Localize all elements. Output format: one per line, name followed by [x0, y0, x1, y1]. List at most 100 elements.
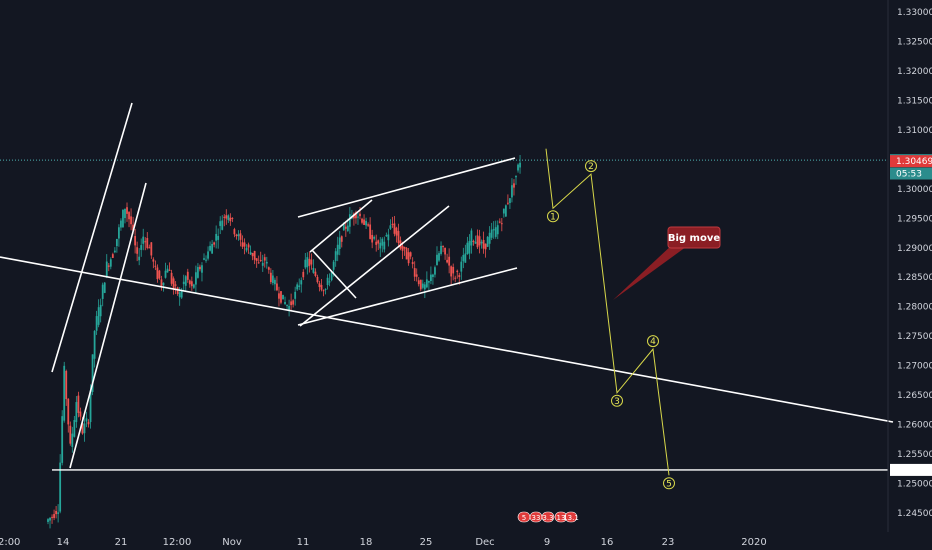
candle-body: [324, 288, 327, 290]
toolbar-badge[interactable]: [541, 511, 555, 523]
time-tick-label: 12:00: [0, 537, 20, 548]
candle-body: [217, 235, 220, 240]
price-tick-label: 1.27500: [897, 332, 932, 342]
candle-body: [411, 262, 414, 265]
candle-body: [361, 218, 363, 223]
candle-body: [395, 227, 398, 236]
candle-body: [464, 253, 467, 263]
candle-body: [154, 265, 157, 267]
candle-body: [241, 242, 244, 247]
price-tick-label: 1.30000: [897, 185, 932, 195]
candle-body: [263, 257, 266, 261]
candle-body: [490, 229, 493, 238]
candle-body: [99, 304, 102, 317]
candle-body: [298, 285, 301, 287]
time-tick-label: 12:00: [163, 537, 192, 548]
candle-body: [310, 259, 313, 265]
candle-body: [81, 423, 84, 434]
wave-marker-label: 2: [588, 162, 594, 172]
price-tick-label: 1.28000: [897, 303, 932, 313]
candle-body: [239, 233, 242, 240]
candle-body: [476, 235, 479, 248]
callout-pointer: [613, 244, 690, 300]
candle-body: [401, 245, 404, 251]
candle-body: [93, 330, 96, 359]
candle-body: [430, 274, 432, 282]
steep-channel-upper: [51, 102, 133, 373]
big-move-callout[interactable]: Big move: [613, 226, 721, 300]
candle-body: [496, 225, 499, 235]
candle-body: [278, 293, 280, 299]
candle-body: [251, 252, 254, 257]
candle-body: [280, 291, 282, 303]
candle-body: [346, 225, 349, 231]
candle-body: [65, 370, 68, 400]
candle-body: [103, 282, 106, 293]
candle-body: [75, 402, 78, 423]
candle-body: [184, 276, 187, 286]
candle-body: [120, 220, 122, 228]
candle-body: [132, 224, 134, 231]
price-tick-label: 1.24500: [897, 509, 932, 519]
candle-body: [194, 272, 197, 285]
candle-body: [229, 217, 232, 222]
candle-body: [213, 242, 216, 245]
candle-body: [375, 241, 378, 245]
candle-body: [118, 227, 120, 239]
candle-body: [288, 305, 290, 311]
candle-body: [91, 354, 94, 392]
wave-marker-circle: [611, 394, 623, 407]
candle-body: [432, 274, 434, 277]
candle-body: [373, 236, 376, 239]
callout-box: [667, 226, 721, 249]
candle-body: [294, 291, 297, 299]
candle-body: [261, 262, 264, 266]
toolbar-badge[interactable]: [564, 511, 578, 523]
candle-body: [425, 279, 428, 288]
price-tick-label: 1.29000: [897, 244, 932, 254]
candle-body: [67, 398, 70, 425]
time-tick-label: 21: [115, 537, 128, 548]
candle-body: [105, 261, 108, 277]
time-axis[interactable]: 12:00 14 21 12:00 Nov 11 18 25 Dec 9 16 23 2020: [0, 537, 767, 548]
candle-body: [417, 280, 420, 285]
candle-body: [519, 162, 521, 168]
time-tick-label: 2020: [741, 537, 766, 548]
candle-body: [444, 247, 446, 255]
candle-body: [176, 287, 179, 294]
candle-body: [192, 284, 195, 288]
candle-body: [51, 516, 53, 518]
candle-body: [209, 245, 211, 251]
candle-body: [188, 280, 191, 285]
wave-marker-label: 5: [666, 479, 672, 489]
candle-body: [387, 234, 390, 241]
rising-channel-lower: [297, 267, 518, 326]
candle-body: [205, 259, 207, 261]
time-tick-label: Nov: [222, 537, 242, 548]
wave-marker-circle: [585, 160, 597, 173]
candle-body: [156, 267, 159, 280]
candle-body: [148, 247, 151, 249]
price-tick-label: 1.32000: [897, 67, 932, 77]
steep-channel-lower: [69, 182, 147, 469]
price-tick-label: 1.27000: [897, 362, 932, 372]
candle-body: [53, 514, 55, 518]
candle-body: [107, 265, 110, 267]
candle-body: [452, 266, 455, 274]
wedge-leg: [311, 249, 357, 299]
candle-body: [182, 281, 185, 285]
candle-body: [448, 256, 451, 266]
candle-body: [190, 281, 193, 287]
candle-body: [126, 207, 128, 214]
price-tick-label: 1.33000: [897, 8, 932, 18]
price-tick-label: 1.28500: [897, 273, 932, 283]
candle-body: [320, 285, 323, 290]
price-tick-label: 1.26000: [897, 421, 932, 431]
candle-body: [203, 258, 205, 260]
candle-body: [59, 462, 62, 512]
wave-marker-label: 4: [650, 337, 656, 347]
price-badge-label: 1.30469: [896, 157, 932, 167]
candle-body: [138, 256, 141, 261]
